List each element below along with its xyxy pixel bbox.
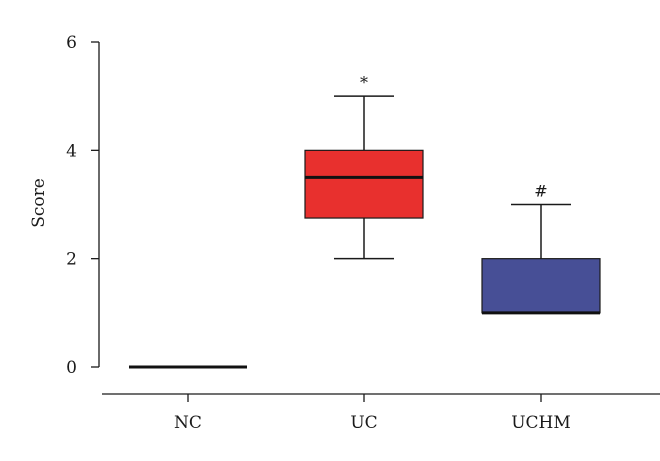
box-iqr xyxy=(481,258,601,314)
box-uc: * xyxy=(304,73,424,260)
box-uchm: # xyxy=(481,182,601,315)
significance-mark: # xyxy=(534,182,547,201)
y-tick-label: 0 xyxy=(66,358,77,378)
y-tick-label: 2 xyxy=(66,250,77,270)
box-series: *# xyxy=(129,73,601,369)
x-axis: NC UC UCHM xyxy=(102,393,660,433)
y-axis-title: Score xyxy=(29,178,49,228)
box-iqr xyxy=(304,149,424,219)
y-tick-label: 4 xyxy=(66,141,77,161)
y-axis: 0 2 4 6 xyxy=(66,33,100,378)
significance-mark: * xyxy=(360,73,368,92)
y-tick-label: 6 xyxy=(66,33,77,53)
x-tick-label-uc: UC xyxy=(350,413,377,433)
x-tick-label-uchm: UCHM xyxy=(511,413,571,433)
x-tick-label-nc: NC xyxy=(174,413,202,433)
